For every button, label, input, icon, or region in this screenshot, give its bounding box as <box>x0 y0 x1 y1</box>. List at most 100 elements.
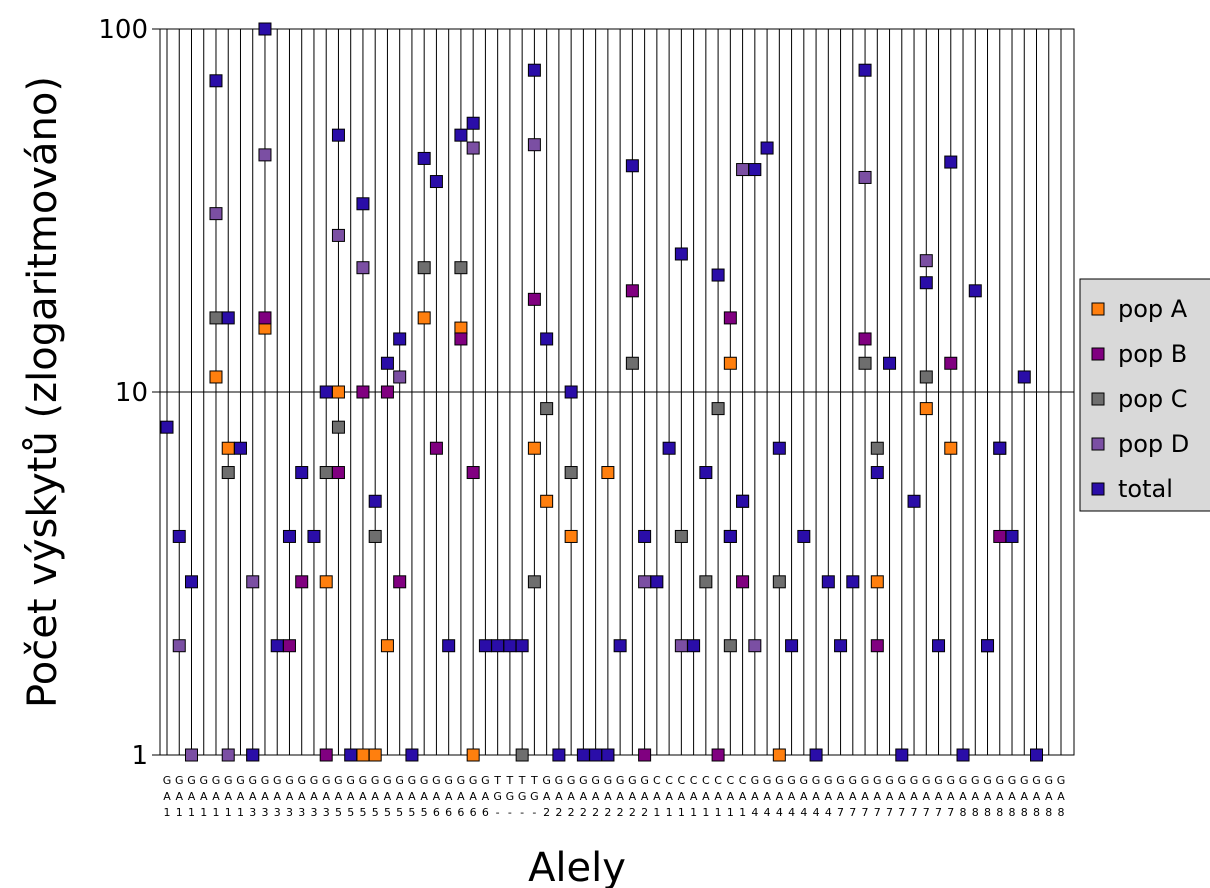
data-point <box>307 529 321 543</box>
data-point <box>380 385 394 399</box>
data-point <box>858 356 872 370</box>
x-tick-label: G <box>371 774 380 787</box>
data-point <box>797 529 811 543</box>
data-point <box>944 356 958 370</box>
x-tick-label: C <box>678 774 686 787</box>
data-point <box>184 575 198 589</box>
data-point <box>527 63 541 77</box>
data-point <box>870 466 884 480</box>
x-tick-label: 7 <box>911 806 918 819</box>
data-point <box>674 639 688 653</box>
x-tick-label: G <box>616 774 625 787</box>
x-tick-label: 5 <box>347 806 354 819</box>
data-point <box>870 639 884 653</box>
data-point <box>895 748 909 762</box>
x-tick-label: 5 <box>372 806 379 819</box>
x-tick-label: 3 <box>274 806 281 819</box>
data-point <box>662 441 676 455</box>
x-tick-label: A <box>776 790 784 803</box>
x-tick-label: - <box>520 806 524 819</box>
x-tick-label: G <box>481 774 490 787</box>
data-point <box>331 228 345 242</box>
x-tick-label: A <box>322 790 330 803</box>
data-point <box>319 575 333 589</box>
x-tick-label: 8 <box>996 806 1003 819</box>
data-point <box>564 385 578 399</box>
x-tick-label: G <box>640 774 649 787</box>
data-point <box>772 441 786 455</box>
x-tick-label: A <box>972 790 980 803</box>
data-point <box>576 748 590 762</box>
data-point <box>858 332 872 346</box>
legend-swatch <box>1091 482 1105 496</box>
data-point <box>282 639 296 653</box>
data-point <box>429 175 443 189</box>
x-tick-label: 1 <box>225 806 232 819</box>
data-point <box>221 441 235 455</box>
x-tick-label: 4 <box>776 806 783 819</box>
x-tick-label: 5 <box>396 806 403 819</box>
x-tick-label: 1 <box>690 806 697 819</box>
x-tick-label: G <box>359 774 368 787</box>
legend: pop A pop B pop C pop D total <box>1079 278 1210 512</box>
x-tick-label: G <box>395 774 404 787</box>
x-tick-label: G <box>628 774 637 787</box>
x-tick-label: 8 <box>1021 806 1028 819</box>
data-point <box>638 748 652 762</box>
x-tick-label: G <box>1044 774 1053 787</box>
data-point <box>564 529 578 543</box>
data-point <box>172 639 186 653</box>
x-axis: GA1GA1GA1GA1GA1GA1GA1GA3GA3GA3GA3GA3GA3G… <box>163 774 1066 819</box>
x-tick-label: 2 <box>604 806 611 819</box>
data-point <box>846 575 860 589</box>
data-point <box>393 332 407 346</box>
data-point <box>711 748 725 762</box>
legend-label: pop D <box>1118 430 1189 458</box>
x-tick-label: G <box>1032 774 1041 787</box>
x-tick-label: C <box>653 774 661 787</box>
x-tick-label: 1 <box>702 806 709 819</box>
x-tick-label: G <box>163 774 172 787</box>
x-tick-label: A <box>188 790 196 803</box>
x-tick-label: G <box>310 774 319 787</box>
data-point <box>319 748 333 762</box>
data-point <box>356 197 370 211</box>
x-tick-label: A <box>690 790 698 803</box>
data-point <box>344 748 358 762</box>
x-tick-label: 2 <box>543 806 550 819</box>
x-tick-label: G <box>383 774 392 787</box>
x-tick-label: G <box>567 774 576 787</box>
x-tick-label: 7 <box>898 806 905 819</box>
data-point <box>172 529 186 543</box>
series-pop-A <box>209 311 958 762</box>
legend-label: total <box>1118 475 1173 503</box>
data-point <box>1005 529 1019 543</box>
data-point <box>295 466 309 480</box>
data-point <box>540 332 554 346</box>
x-tick-label: A <box>482 790 490 803</box>
data-point <box>380 639 394 653</box>
x-tick-label: 6 <box>445 806 452 819</box>
data-point <box>821 575 835 589</box>
x-tick-label: - <box>532 806 536 819</box>
y-tick-label: 1 <box>131 741 148 771</box>
data-point <box>417 261 431 275</box>
data-point <box>295 575 309 589</box>
data-point <box>331 128 345 142</box>
x-tick-label: G <box>996 774 1005 787</box>
data-point <box>429 441 443 455</box>
data-point <box>772 575 786 589</box>
series-pop-C <box>209 261 1007 762</box>
data-point <box>1030 748 1044 762</box>
x-tick-label: 2 <box>629 806 636 819</box>
data-point <box>368 529 382 543</box>
x-tick-label: A <box>751 790 759 803</box>
data-point <box>454 332 468 346</box>
data-point <box>221 748 235 762</box>
data-point <box>883 356 897 370</box>
x-tick-label: G <box>457 774 466 787</box>
data-point <box>527 441 541 455</box>
data-point <box>638 529 652 543</box>
x-tick-label: A <box>469 790 477 803</box>
x-tick-label: 6 <box>433 806 440 819</box>
